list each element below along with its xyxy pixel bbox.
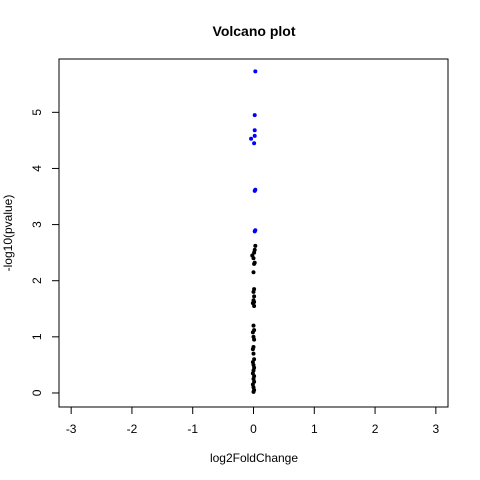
x-tick-label: -2: [127, 422, 138, 436]
y-tick-label: 2: [30, 277, 44, 284]
data-point: [250, 330, 255, 335]
data-point: [252, 141, 257, 146]
data-point: [251, 323, 256, 328]
x-tick-label: 2: [372, 422, 379, 436]
x-axis: -3 -2 -1 0 1 2 3: [66, 406, 440, 436]
data-point: [251, 351, 256, 356]
data-point: [251, 270, 256, 275]
y-tick-label: 1: [30, 333, 44, 340]
data-point: [253, 243, 258, 248]
data-point: [252, 133, 257, 138]
data-point: [251, 389, 256, 394]
data-point: [252, 128, 257, 133]
y-tick-label: 3: [30, 221, 44, 228]
data-point: [252, 113, 257, 118]
y-axis-label: -log10(pvalue): [1, 195, 15, 272]
data-point: [253, 69, 258, 74]
data-point: [249, 136, 254, 141]
y-tick-label: 5: [30, 109, 44, 116]
data-point: [250, 347, 255, 352]
y-tick-label: 0: [30, 389, 44, 396]
data-point: [251, 256, 256, 261]
data-point: [252, 261, 257, 266]
data-point: [252, 294, 257, 299]
data-point: [252, 188, 257, 193]
x-tick-label: 3: [433, 422, 440, 436]
x-tick-label: -1: [187, 422, 198, 436]
x-tick-label: -3: [66, 422, 77, 436]
y-tick-label: 4: [30, 165, 44, 172]
data-point: [252, 229, 257, 234]
data-point: [252, 303, 257, 308]
chart-title: Volcano plot: [213, 23, 296, 39]
x-tick-label: 0: [250, 422, 257, 436]
y-axis: 0 1 2 3 4 5: [30, 109, 60, 396]
x-tick-label: 1: [311, 422, 318, 436]
x-axis-label: log2FoldChange: [210, 451, 298, 465]
data-point: [251, 289, 256, 294]
data-point: [252, 337, 257, 342]
data-points: [249, 69, 258, 394]
